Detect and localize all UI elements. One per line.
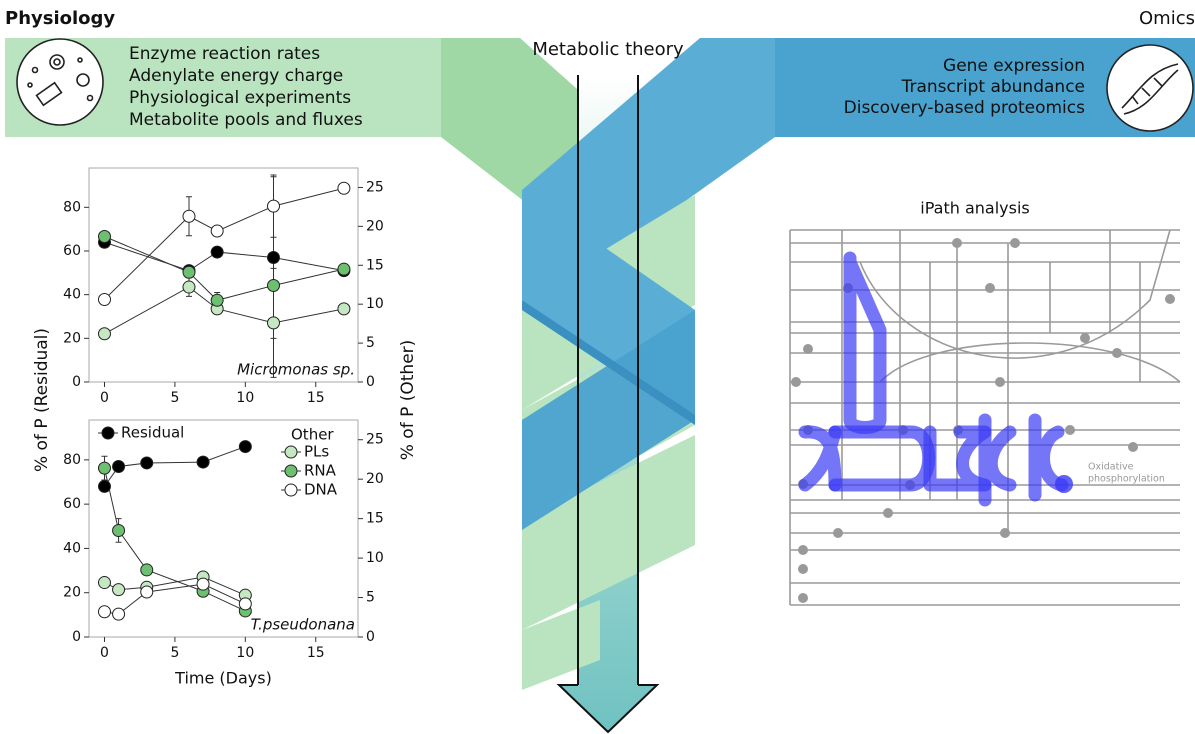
y2-tick-label: 5 [366,590,375,606]
data-point [267,252,279,264]
y-tick-label: 80 [63,452,81,468]
y-axis-label: % of P (Residual) [32,328,52,472]
x-axis-label: Time (Days) [174,669,272,688]
data-point [183,281,195,293]
data-point [113,584,125,596]
data-point [267,200,279,212]
y2-tick-label: 20 [366,218,384,234]
data-point [211,225,223,237]
y2-tick-label: 0 [366,374,375,390]
data-point [239,441,251,453]
x-tick-label: 5 [170,390,179,406]
data-point [141,586,153,598]
y-tick-label: 60 [63,243,81,259]
chart-annotation: Micromonas sp. [237,361,355,379]
chart-annotation: T.pseudonana [251,616,355,634]
series-line [104,188,343,299]
y2-axis-label: % of P (Other) [398,340,418,461]
legend-label: RNA [304,462,337,480]
physiology-item: Physiological experiments [129,88,351,108]
center-title: Metabolic theory [532,39,684,60]
y-tick-label: 0 [72,629,81,645]
ipath-title: iPath analysis [920,199,1029,218]
x-tick-label: 0 [100,645,109,661]
figure: Physiology Omics Metabolic theory Enzyme… [0,0,1195,734]
data-point [98,577,110,589]
data-point [98,462,110,474]
data-point [239,598,251,610]
legend-label: Residual [121,424,184,442]
y-tick-label: 20 [63,585,81,601]
legend-marker [285,484,297,496]
data-point [113,608,125,620]
data-point [98,294,110,306]
omics-title: Omics [1139,8,1195,29]
y-tick-label: 0 [72,374,81,390]
series-line [104,242,343,270]
data-point [183,210,195,222]
pathway-label: phosphorylation [1088,474,1165,485]
physiology-item: Enzyme reaction rates [129,44,320,64]
data-point [113,461,125,473]
data-point [211,294,223,306]
data-point [98,328,110,340]
x-tick-label: 10 [236,390,254,406]
data-point [211,246,223,258]
data-point [338,182,350,194]
data-point [267,280,279,292]
y-tick-label: 40 [63,540,81,556]
series-line [104,577,245,595]
x-tick-label: 15 [307,390,325,406]
x-tick-label: 10 [236,645,254,661]
y-tick-label: 60 [63,496,81,512]
x-tick-label: 15 [307,645,325,661]
data-point [98,606,110,618]
physiology-icon [17,39,103,125]
y2-tick-label: 5 [366,335,375,351]
x-tick-label: 5 [170,645,179,661]
y-tick-label: 40 [63,287,81,303]
physiology-item: Adenylate energy charge [129,66,343,86]
data-point [338,263,350,275]
data-point [197,456,209,468]
ipath-node [1055,475,1073,493]
y-tick-label: 20 [63,330,81,346]
series-line [104,287,343,334]
data-point [98,230,110,242]
data-point [267,317,279,329]
data-point [141,564,153,576]
data-point [197,578,209,590]
omics-item: Transcript abundance [901,77,1085,97]
omics-item: Gene expression [943,56,1085,76]
legend-label: PLs [304,443,329,461]
y2-tick-label: 15 [366,257,384,273]
y2-tick-label: 0 [366,629,375,645]
data-point [338,303,350,315]
legend-marker [102,427,114,439]
data-point [98,480,110,492]
y2-tick-label: 25 [366,179,384,195]
legend-marker [285,465,297,477]
legend-marker [285,446,297,458]
ipath-highlight [805,258,1062,500]
y2-tick-label: 20 [366,471,384,487]
omics-item: Discovery-based proteomics [844,98,1086,118]
y-tick-label: 80 [63,199,81,215]
series-line [104,447,245,487]
legend-title: Other [291,426,334,444]
data-point [141,457,153,469]
pathway-label: Oxidative [1088,462,1134,473]
y2-tick-label: 25 [366,432,384,448]
x-tick-label: 0 [100,390,109,406]
data-point [183,266,195,278]
series-line [104,236,343,300]
legend-label: DNA [304,481,338,499]
y2-tick-label: 15 [366,511,384,527]
data-point [113,524,125,536]
y2-tick-label: 10 [366,296,384,312]
omics-icon [1107,45,1193,131]
physiology-item: Metabolite pools and fluxes [129,110,363,130]
physiology-title: Physiology [5,8,115,29]
y2-tick-label: 10 [366,550,384,566]
